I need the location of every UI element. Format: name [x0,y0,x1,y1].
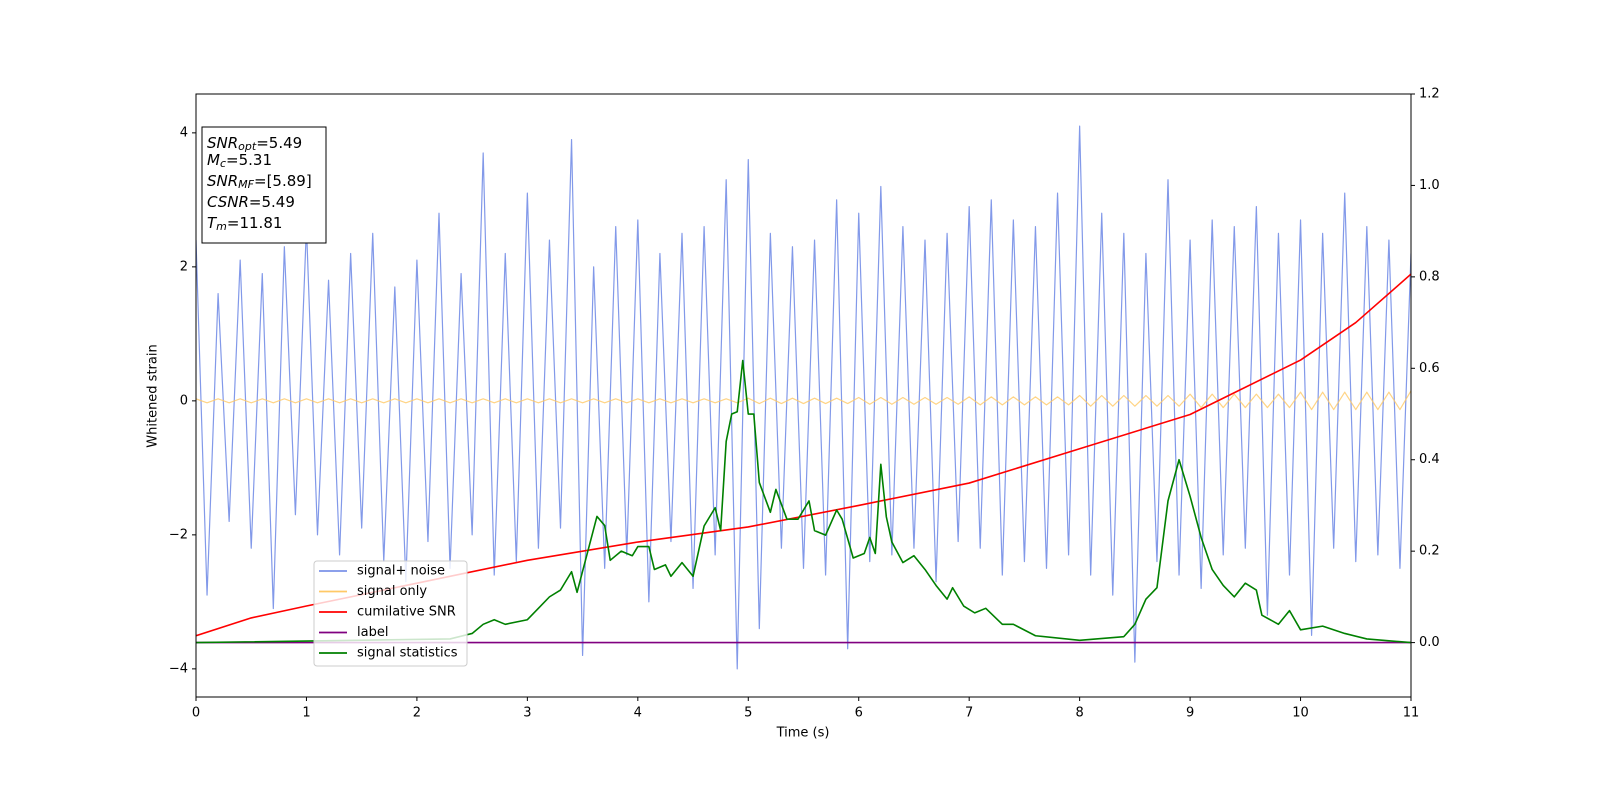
y-tick-label: 4 [180,125,188,140]
legend-label: signal only [357,584,427,599]
series-line [196,390,1411,411]
x-tick-label: 7 [965,706,973,721]
ticks: 0 1 2 3 4 5 6 7 8 9 10 11 −4 −2 0 2 4 0.0 0.2 0.4 0.6 0.8 1.0 1… [169,87,1440,721]
y-tick-label: −2 [169,527,188,542]
legend: signal+ noise signal only cumilative SNR la… [319,564,458,661]
annotation-subscript: MF [238,178,254,191]
series-line [196,359,1411,644]
legend-label: signal+ noise [357,564,445,579]
x-tick-label: 5 [744,706,752,721]
y-tick-label: −4 [169,661,188,676]
annotation-symbol: SNR [207,172,238,190]
x-tick-label: 6 [855,706,863,721]
axes-frame [195,93,1412,698]
x-tick-label: 8 [1075,706,1083,721]
y2-tick-label: 0.6 [1419,361,1440,376]
annotation-value: =[5.89] [254,172,312,190]
y2-tick-label: 0.4 [1419,452,1440,467]
legend-label: cumilative SNR [357,605,456,620]
series-line [196,125,1411,670]
annotation-box [201,126,327,244]
annotation: Mc=5.31 [207,151,272,171]
x-tick-label: 9 [1186,706,1194,721]
x-tick-label: 3 [523,706,531,721]
annotation-symbol: SNR [207,134,238,152]
y2-tick-label: 1.0 [1419,178,1440,193]
legend-label: signal statistics [357,646,458,661]
x-tick-label: 0 [192,706,200,721]
y2-tick-label: 0.0 [1419,635,1440,650]
x-tick-label: 1 [302,706,310,721]
annotation: SNRopt=5.49 [207,134,302,154]
y2-tick-label: 1.2 [1419,87,1440,102]
x-tick-label: 11 [1403,706,1420,721]
annotation-symbol: M [207,151,220,169]
legend-box [313,560,468,667]
annotation-subscript: c [220,157,226,170]
y-axis-label: Whitened strain [146,344,161,447]
annotation-subscript: m [216,220,227,233]
annotation-value: =5.31 [226,151,272,169]
y-tick-label: 2 [180,259,188,274]
x-tick-label: 2 [413,706,421,721]
annotation-value: =11.81 [227,214,283,232]
annotation: Tm=11.81 [207,214,282,234]
annotation-value: =5.49 [256,134,302,152]
annotation-symbol: CSNR [207,193,249,211]
legend-label: label [357,625,388,640]
y-tick-label: 0 [180,393,188,408]
y2-tick-label: 0.8 [1419,269,1440,284]
annotation: SNRMF=[5.89] [207,172,312,192]
annotation-value: =5.49 [249,193,295,211]
annotation-symbol: T [207,214,218,232]
x-axis-label: Time (s) [776,726,830,741]
annotation-subscript: opt [238,140,257,153]
x-tick-label: 4 [634,706,642,721]
x-tick-label: 10 [1292,706,1309,721]
annotation: CSNR=5.49 [207,193,295,211]
annotations: SNRopt=5.49Mc=5.31SNRMF=[5.89]CSNR=5.49T… [207,134,312,234]
y2-tick-label: 0.2 [1419,544,1440,559]
